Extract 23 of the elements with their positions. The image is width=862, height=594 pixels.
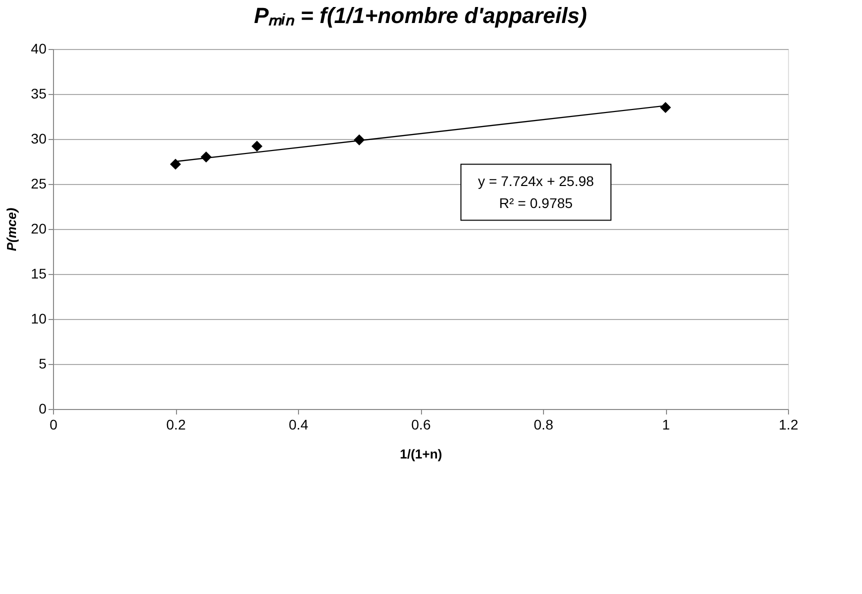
y-tick-label: 10 <box>30 310 47 326</box>
y-axis-title: P(mce) <box>4 208 19 252</box>
y-tick-label: 15 <box>30 266 47 282</box>
y-tick-label: 35 <box>30 86 47 102</box>
point <box>251 140 262 152</box>
x-tick-label: 0.6 <box>411 416 431 432</box>
annotation: y = 7.724x + 25.98 <box>478 173 594 190</box>
y-tick-label: 30 <box>30 130 47 146</box>
y-tick-label: 5 <box>38 356 47 372</box>
x-tick-label: 0 <box>50 416 58 432</box>
point <box>170 158 181 170</box>
y-tick-label: 25 <box>30 176 47 192</box>
chart-title: Pₘᵢₙ = f(1/1+nombre d'appareils) <box>254 3 587 28</box>
y-tick-label: 40 <box>30 40 47 56</box>
x-axis-title: 1/(1+n) <box>400 446 442 462</box>
x-tick-label: 0.2 <box>166 416 186 432</box>
x-tick-label: 0.8 <box>534 416 554 432</box>
x-tick-label: 0.4 <box>288 416 308 432</box>
y-tick-label: 0 <box>38 400 47 416</box>
y-tick-label: 20 <box>30 220 47 236</box>
x-tick-label: 1 <box>662 416 670 432</box>
annotation: R² = 0.9785 <box>499 195 573 212</box>
x-tick-label: 1.2 <box>778 416 798 432</box>
